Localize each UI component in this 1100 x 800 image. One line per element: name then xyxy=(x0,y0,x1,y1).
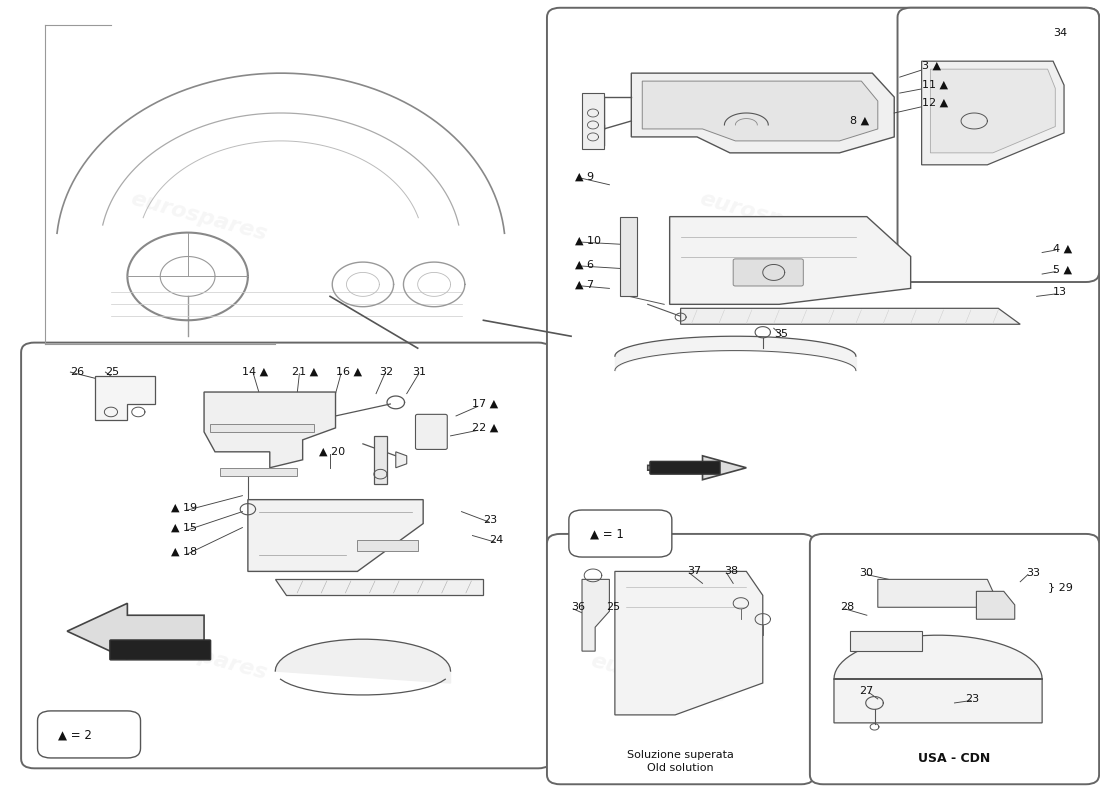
Text: Old solution: Old solution xyxy=(647,763,714,774)
Text: 16 ▲: 16 ▲ xyxy=(336,367,362,377)
FancyBboxPatch shape xyxy=(898,8,1099,282)
Text: ▲ 9: ▲ 9 xyxy=(575,172,595,182)
Text: 14 ▲: 14 ▲ xyxy=(242,367,268,377)
Text: 26: 26 xyxy=(70,367,85,377)
Text: ▲ 20: ▲ 20 xyxy=(319,447,345,457)
Text: eurospares: eurospares xyxy=(128,627,270,683)
Text: 25: 25 xyxy=(606,602,620,612)
Polygon shape xyxy=(878,579,993,607)
Polygon shape xyxy=(681,308,1020,324)
Text: 23: 23 xyxy=(483,514,497,525)
Text: 32: 32 xyxy=(379,367,394,377)
Text: ▲ 19: ▲ 19 xyxy=(172,502,197,513)
Text: ▲ 6: ▲ 6 xyxy=(575,259,594,270)
Text: 37: 37 xyxy=(688,566,702,577)
Text: 27: 27 xyxy=(859,686,873,696)
Text: ▲ 18: ▲ 18 xyxy=(172,546,197,557)
Text: ▲ 10: ▲ 10 xyxy=(575,235,602,246)
Text: 17 ▲: 17 ▲ xyxy=(473,399,498,409)
Polygon shape xyxy=(834,635,1042,723)
FancyBboxPatch shape xyxy=(547,8,1099,569)
Polygon shape xyxy=(95,376,155,420)
Text: 24: 24 xyxy=(488,534,503,545)
Polygon shape xyxy=(931,69,1055,153)
Polygon shape xyxy=(977,591,1014,619)
Text: } 29: } 29 xyxy=(1047,582,1072,592)
Polygon shape xyxy=(582,93,604,149)
Polygon shape xyxy=(275,579,483,595)
Text: eurospares: eurospares xyxy=(862,651,1003,707)
Text: 3 ▲: 3 ▲ xyxy=(922,60,940,70)
Text: 21 ▲: 21 ▲ xyxy=(292,367,318,377)
Polygon shape xyxy=(275,639,451,683)
Polygon shape xyxy=(209,424,314,432)
Text: 33: 33 xyxy=(1025,568,1040,578)
Text: 13: 13 xyxy=(1053,287,1067,298)
Polygon shape xyxy=(642,81,878,141)
Polygon shape xyxy=(922,61,1064,165)
FancyBboxPatch shape xyxy=(110,640,210,660)
Polygon shape xyxy=(631,73,894,153)
FancyBboxPatch shape xyxy=(37,711,141,758)
Polygon shape xyxy=(620,217,637,296)
Text: 23: 23 xyxy=(966,694,980,704)
Polygon shape xyxy=(670,217,911,304)
Text: ▲ = 2: ▲ = 2 xyxy=(58,728,92,742)
Polygon shape xyxy=(648,456,746,480)
Polygon shape xyxy=(582,579,609,651)
Text: 25: 25 xyxy=(106,367,120,377)
Text: eurospares: eurospares xyxy=(128,189,270,245)
Polygon shape xyxy=(850,631,922,651)
FancyBboxPatch shape xyxy=(810,534,1099,784)
Text: 12 ▲: 12 ▲ xyxy=(922,98,948,108)
Text: 11 ▲: 11 ▲ xyxy=(922,80,947,90)
Text: 31: 31 xyxy=(412,367,426,377)
Polygon shape xyxy=(396,452,407,468)
Polygon shape xyxy=(205,392,336,468)
FancyBboxPatch shape xyxy=(416,414,448,450)
Text: 30: 30 xyxy=(859,568,873,578)
FancyBboxPatch shape xyxy=(21,342,551,768)
Text: 22 ▲: 22 ▲ xyxy=(473,423,498,433)
Text: 34: 34 xyxy=(1053,28,1067,38)
Text: 35: 35 xyxy=(773,329,788,339)
Polygon shape xyxy=(358,539,418,551)
Text: 38: 38 xyxy=(725,566,738,577)
Text: 4 ▲: 4 ▲ xyxy=(1053,243,1072,254)
Text: 8 ▲: 8 ▲ xyxy=(850,116,869,126)
Text: eurospares: eurospares xyxy=(697,189,839,245)
Polygon shape xyxy=(67,603,205,659)
Polygon shape xyxy=(248,500,424,571)
FancyBboxPatch shape xyxy=(569,510,672,557)
Text: USA - CDN: USA - CDN xyxy=(918,752,991,766)
Polygon shape xyxy=(615,571,762,715)
Text: ▲ = 1: ▲ = 1 xyxy=(590,527,624,541)
Polygon shape xyxy=(374,436,387,484)
Polygon shape xyxy=(220,468,297,476)
Text: 36: 36 xyxy=(571,602,585,612)
FancyBboxPatch shape xyxy=(650,462,721,474)
Text: 5 ▲: 5 ▲ xyxy=(1053,265,1072,275)
Text: ▲ 7: ▲ 7 xyxy=(575,279,595,290)
Text: 28: 28 xyxy=(840,602,855,612)
Text: Soluzione superata: Soluzione superata xyxy=(627,750,734,760)
Text: ▲ 15: ▲ 15 xyxy=(172,522,197,533)
FancyBboxPatch shape xyxy=(547,534,814,784)
Text: eurospares: eurospares xyxy=(588,651,729,707)
FancyBboxPatch shape xyxy=(734,259,803,286)
FancyBboxPatch shape xyxy=(12,18,549,368)
